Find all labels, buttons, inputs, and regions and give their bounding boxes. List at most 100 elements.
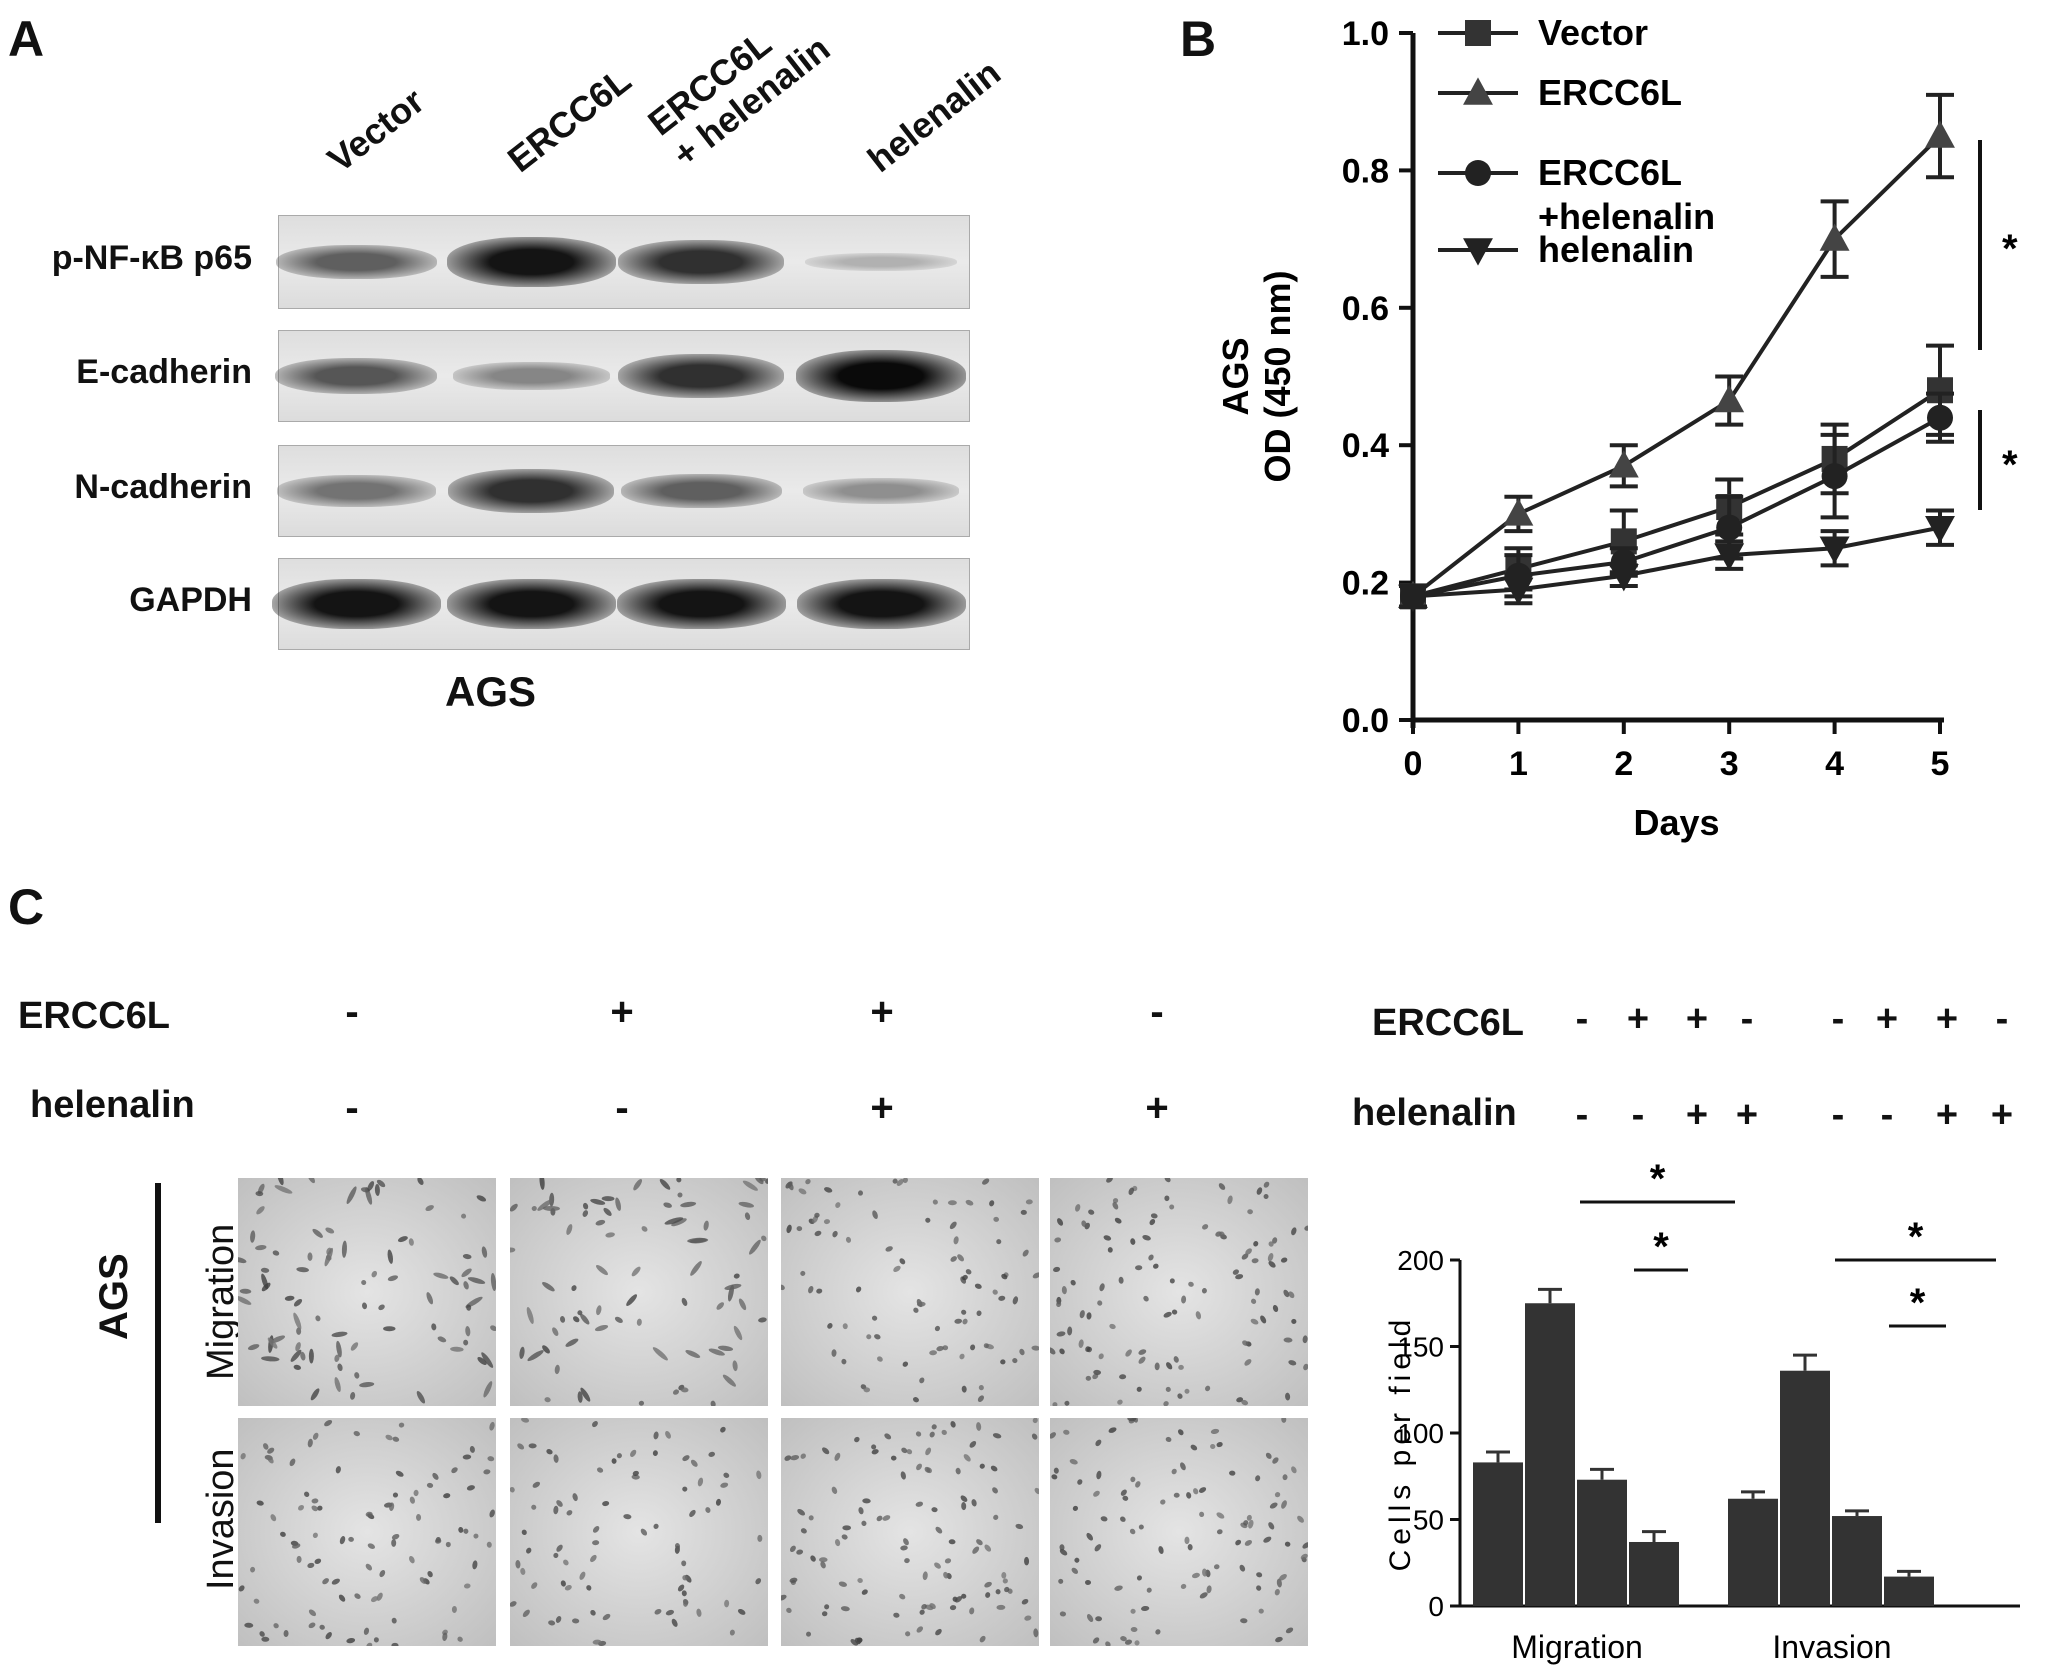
cell-0-2-79 [841, 1358, 847, 1365]
cell-1-2-93 [1024, 1615, 1032, 1621]
cell-1-1-41 [652, 1450, 658, 1457]
cell-1-2-58 [824, 1604, 830, 1610]
cell-1-0-66 [353, 1430, 360, 1437]
bar-y-axis-label: Cells per field [1384, 1315, 1417, 1572]
bar-significance-label-0: * [1650, 1157, 1666, 1201]
cell-0-0-38 [463, 1339, 469, 1346]
cell-1-0-65 [267, 1447, 275, 1454]
cell-0-3-8 [1088, 1209, 1095, 1215]
cell-0-3-49 [1235, 1274, 1244, 1280]
cell-1-2-74 [1004, 1586, 1010, 1593]
cell-0-2-23 [992, 1289, 998, 1295]
cell-1-3-97 [1146, 1587, 1152, 1593]
data-point-3-4 [1819, 536, 1850, 564]
cell-0-3-45 [1054, 1237, 1062, 1243]
cell-1-1-49 [682, 1455, 690, 1462]
cell-1-0-32 [261, 1636, 270, 1642]
cell-1-2-88 [810, 1555, 816, 1562]
cell-0-0-29 [397, 1236, 408, 1243]
cell-0-2-24 [902, 1178, 908, 1183]
micrograph-cells-0-2 [781, 1178, 1039, 1403]
cell-0-1-5 [765, 1178, 768, 1184]
cell-0-2-41 [919, 1377, 925, 1384]
blot-cell-line-label: AGS [445, 668, 537, 715]
ercc6l-sign-3: - [1150, 990, 1164, 1034]
cell-0-3-60 [1098, 1353, 1104, 1360]
cell-1-3-53 [1120, 1516, 1126, 1522]
cell-1-3-90 [1136, 1575, 1142, 1581]
cell-1-2-94 [835, 1539, 841, 1547]
cell-1-3-42 [1302, 1542, 1308, 1549]
cell-0-1-50 [527, 1350, 544, 1362]
legend-marker-1 [1463, 77, 1493, 105]
cell-1-2-103 [790, 1455, 800, 1461]
blot-row-label-2: N-cadherin [74, 468, 252, 506]
cell-0-1-20 [590, 1198, 606, 1205]
cell-0-0-49 [307, 1252, 313, 1261]
cell-0-3-75 [1227, 1195, 1233, 1205]
bar-1-1 [1780, 1370, 1830, 1606]
ercc6l-sign-2: + [870, 990, 894, 1034]
cell-0-1-33 [542, 1205, 560, 1211]
cell-1-2-67 [931, 1424, 937, 1430]
cell-0-3-72 [1148, 1254, 1154, 1261]
lane-label-3-line-0: helenalin [859, 51, 1008, 181]
bar-0-1 [1525, 1303, 1575, 1606]
cell-0-3-68 [1057, 1218, 1064, 1226]
bar-y-tick-label-2: 100 [1397, 1418, 1444, 1449]
cell-0-3-64 [1242, 1340, 1249, 1346]
cell-0-3-9 [1283, 1337, 1293, 1343]
series-3 [1398, 508, 1955, 612]
cell-0-3-47 [1163, 1311, 1172, 1318]
cell-0-2-46 [936, 1346, 944, 1352]
cell-1-1-6 [521, 1418, 530, 1423]
cell-1-3-86 [1058, 1578, 1064, 1584]
cell-0-3-85 [1053, 1266, 1061, 1273]
cell-1-3-46 [1275, 1636, 1283, 1643]
cell-1-2-86 [1033, 1628, 1039, 1638]
band-2-1 [448, 468, 614, 514]
cell-0-1-78 [677, 1192, 683, 1198]
cell-0-0-2 [308, 1348, 314, 1364]
cell-1-3-76 [1063, 1429, 1070, 1435]
cell-1-3-63 [1297, 1515, 1304, 1523]
cell-1-0-49 [311, 1505, 318, 1512]
cell-1-1-58 [671, 1618, 678, 1627]
cell-1-3-14 [1216, 1512, 1225, 1519]
cell-0-3-52 [1109, 1323, 1116, 1330]
cell-0-2-81 [872, 1210, 878, 1220]
cell-0-3-99 [1064, 1400, 1070, 1406]
cell-1-3-75 [1059, 1611, 1067, 1617]
cell-1-0-79 [416, 1513, 422, 1521]
cell-0-0-17 [331, 1331, 348, 1338]
cell-1-0-41 [325, 1632, 332, 1640]
series-line-2 [1412, 415, 1941, 599]
cell-0-3-10 [1086, 1312, 1092, 1320]
cell-1-3-31 [1199, 1511, 1205, 1518]
cell-0-3-31 [1166, 1362, 1173, 1370]
cell-1-1-21 [729, 1629, 735, 1636]
cell-0-3-44 [1304, 1225, 1308, 1231]
cell-1-2-18 [800, 1528, 807, 1534]
cell-1-3-92 [1258, 1608, 1264, 1614]
cell-1-2-33 [949, 1605, 957, 1611]
micrograph-cells-0-1 [510, 1178, 768, 1406]
cell-1-3-66 [1282, 1474, 1288, 1481]
table-helenalin-sign-0: - [1575, 1094, 1589, 1136]
cell-0-1-77 [638, 1400, 645, 1406]
table-helenalin-sign-3: + [1735, 1094, 1759, 1136]
cell-1-1-72 [682, 1575, 688, 1581]
cell-1-2-111 [820, 1561, 826, 1569]
cell-0-3-15 [1052, 1402, 1058, 1406]
cell-0-3-1 [1288, 1291, 1295, 1299]
cell-1-0-56 [391, 1539, 397, 1547]
cell-1-0-16 [346, 1638, 356, 1644]
cell-0-0-50 [293, 1312, 302, 1330]
cell-0-0-13 [449, 1276, 459, 1286]
micrograph-0-2 [781, 1178, 1039, 1406]
cell-1-1-35 [548, 1620, 556, 1626]
cell-1-3-38 [1173, 1492, 1180, 1498]
cell-0-2-3 [1012, 1296, 1019, 1305]
cell-0-2-57 [798, 1188, 807, 1195]
cell-1-2-38 [944, 1558, 952, 1564]
